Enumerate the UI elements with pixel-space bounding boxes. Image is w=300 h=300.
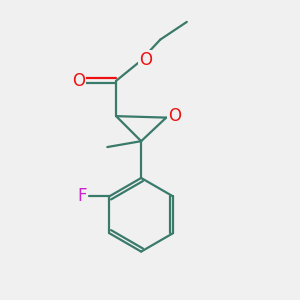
Text: O: O	[72, 72, 85, 90]
Text: O: O	[139, 51, 152, 69]
Text: O: O	[168, 107, 181, 125]
Text: F: F	[77, 188, 87, 206]
